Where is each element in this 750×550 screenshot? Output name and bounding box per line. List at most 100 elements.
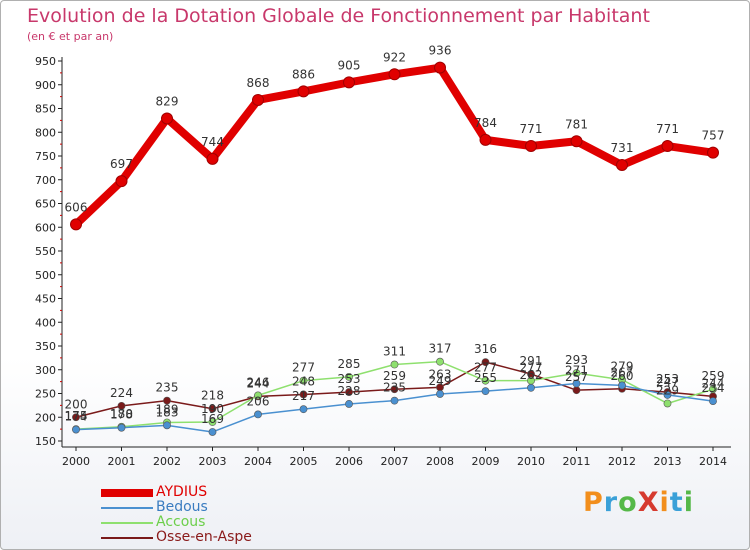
- data-point: [481, 387, 490, 396]
- data-label: 771: [656, 122, 679, 136]
- data-label: 235: [156, 381, 179, 395]
- data-point: [345, 372, 353, 381]
- data-label: 781: [565, 117, 588, 131]
- data-point: [388, 68, 401, 81]
- data-label: 262: [520, 368, 543, 382]
- data-label: 183: [156, 405, 179, 419]
- logo-letter: t: [669, 487, 684, 518]
- data-label: 905: [338, 58, 361, 72]
- data-label: 248: [292, 374, 315, 388]
- x-tick-label: 2012: [608, 455, 636, 468]
- x-tick-label: 2011: [563, 455, 591, 468]
- data-label: 218: [201, 389, 224, 403]
- data-label: 293: [565, 353, 588, 367]
- data-label: 731: [611, 141, 634, 155]
- series-aydius: [70, 61, 719, 231]
- data-point: [661, 140, 674, 153]
- data-point: [208, 404, 217, 413]
- data-point: [206, 152, 219, 165]
- legend-label: Accous: [156, 514, 206, 530]
- legend-item: Accous: [101, 514, 361, 530]
- legend-label: Osse-en-Aspe: [156, 529, 252, 545]
- data-label: 316: [474, 342, 497, 356]
- data-point: [163, 396, 171, 405]
- data-point: [254, 391, 262, 400]
- data-label: 246: [247, 375, 270, 389]
- data-point: [663, 391, 672, 399]
- data-label: 771: [520, 122, 543, 136]
- data-point: [481, 376, 490, 385]
- data-label: 259: [702, 369, 725, 383]
- data-point: [527, 383, 535, 392]
- data-point: [208, 418, 217, 426]
- x-tick-label: 2007: [381, 455, 409, 468]
- data-point: [117, 401, 126, 410]
- data-label: 190: [201, 402, 224, 416]
- data-point: [297, 85, 310, 98]
- data-label: 249: [429, 374, 452, 388]
- data-label: 244: [702, 376, 725, 390]
- data-label: 206: [247, 394, 270, 408]
- data-label: 229: [656, 383, 679, 397]
- data-label: 180: [110, 407, 133, 421]
- data-point: [299, 390, 308, 399]
- x-tick-label: 2005: [290, 455, 318, 468]
- x-tick-label: 2002: [153, 455, 181, 468]
- data-label: 189: [156, 402, 179, 416]
- chart-subtitle: (en € et par an): [27, 30, 114, 43]
- y-tick-label: 650: [35, 198, 56, 211]
- y-tick-label: 600: [35, 221, 56, 234]
- data-point: [525, 140, 537, 153]
- data-point: [709, 397, 717, 405]
- data-point: [345, 388, 353, 396]
- data-point: [390, 385, 399, 394]
- x-tick-label: 2003: [199, 455, 227, 468]
- x-tick-label: 2006: [335, 455, 363, 468]
- data-point: [161, 112, 173, 125]
- data-label: 178: [110, 408, 133, 422]
- data-point: [570, 135, 583, 148]
- data-point: [436, 357, 444, 366]
- data-label: 757: [702, 129, 725, 143]
- data-label: 886: [292, 67, 315, 81]
- data-point: [481, 358, 490, 367]
- data-label: 247: [656, 375, 679, 389]
- legend-item: AYDIUS: [101, 484, 361, 500]
- series-bedous: [72, 379, 717, 436]
- y-tick-label: 300: [35, 364, 56, 377]
- data-point: [436, 390, 444, 398]
- x-tick-label: 2008: [426, 455, 454, 468]
- x-tick-label: 2014: [699, 455, 727, 468]
- data-point: [663, 399, 672, 408]
- data-point: [343, 76, 355, 89]
- data-label: 234: [702, 381, 725, 395]
- y-tick-label: 450: [35, 293, 56, 306]
- data-point: [707, 146, 719, 159]
- data-label: 829: [156, 94, 179, 108]
- legend-swatch: [101, 507, 153, 509]
- data-point: [254, 410, 262, 419]
- data-label: 260: [611, 369, 634, 383]
- data-label: 784: [474, 116, 497, 130]
- legend-item: Bedous: [101, 499, 361, 515]
- data-label: 253: [338, 372, 361, 386]
- data-label: 174: [65, 410, 88, 424]
- y-tick-label: 150: [35, 435, 56, 448]
- y-tick-label: 550: [35, 245, 56, 258]
- data-label: 255: [474, 371, 497, 385]
- data-label: 279: [611, 360, 634, 374]
- data-point: [434, 61, 446, 74]
- data-label: 936: [429, 44, 452, 58]
- y-tick-label: 800: [35, 126, 56, 139]
- data-label: 285: [338, 357, 361, 371]
- data-point: [299, 376, 308, 385]
- x-tick-label: 2010: [517, 455, 545, 468]
- y-tick-label: 700: [35, 174, 56, 187]
- legend-label: AYDIUS: [156, 484, 208, 500]
- x-tick-label: 2000: [62, 455, 90, 468]
- data-label: 228: [338, 384, 361, 398]
- data-point: [390, 396, 399, 405]
